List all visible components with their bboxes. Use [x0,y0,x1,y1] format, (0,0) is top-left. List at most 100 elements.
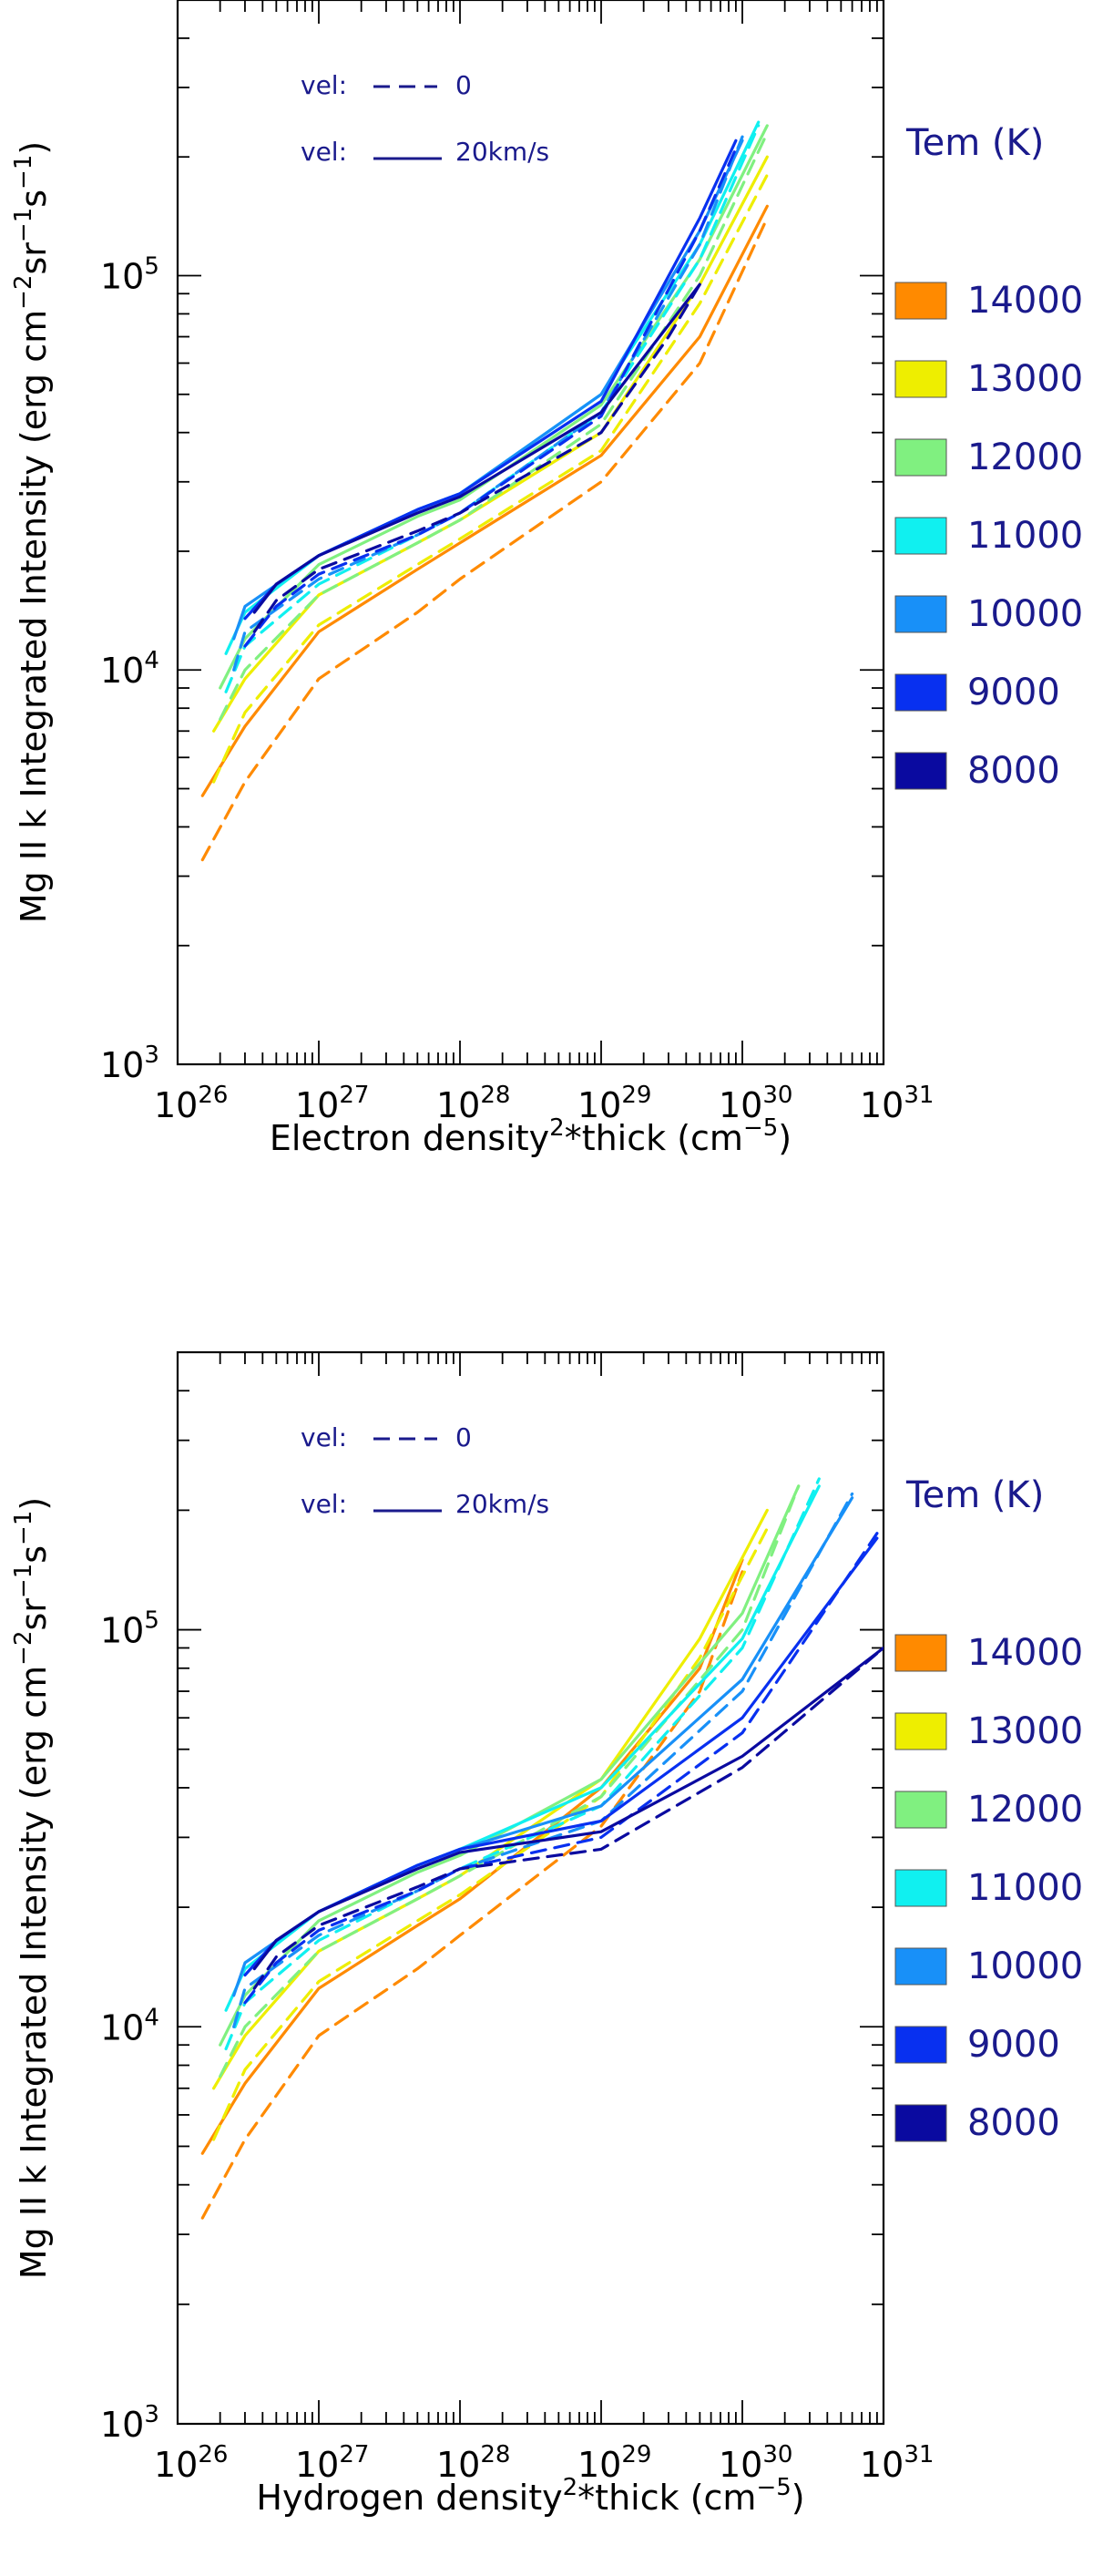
legend-swatch-8000 [894,752,947,790]
legend-swatch-14000 [894,282,947,320]
x-tick-base: 10 [154,1085,198,1125]
legend-swatch-13000 [894,1712,947,1750]
legend-label-13000: 13000 [967,358,1083,400]
y-tick-label: 104 [100,647,159,691]
x-tick-exponent: 31 [904,2441,934,2468]
plot-frame [176,0,885,1066]
legend-swatch-10000 [894,595,947,633]
y-tick-exponent: 5 [144,1607,159,1635]
y-axis-label-main: Mg II k Integrated Intensity (erg cm [14,310,54,923]
x-tick-label: 1030 [719,2441,792,2485]
y-tick-base: 10 [100,2007,144,2047]
series-13000-solid [212,155,769,733]
y-axis-label-sup2: −1 [10,208,37,242]
x-axis-label-close: ) [778,1118,792,1158]
series-12000-dashed [219,131,769,721]
series-14000-solid [200,204,769,797]
legend-label-11000: 11000 [967,515,1083,557]
y-tick-exponent: 4 [144,647,159,674]
series-9000-solid [243,139,738,621]
x-tick-label: 1026 [154,1082,228,1125]
x-tick-label: 1031 [860,1082,934,1125]
y-tick-base: 10 [100,2405,144,2445]
legend-label-9000: 9000 [967,672,1060,713]
series-8000-dashed [252,282,701,633]
series-8000-solid [252,282,701,614]
temperature-legend-title: Tem (K) [905,1474,1044,1516]
series-11000-dashed [224,124,761,693]
series-10000-dashed [232,135,744,672]
plot-frame [176,1350,885,2426]
legend-label-11000: 11000 [967,1867,1083,1909]
legend-swatch-14000 [894,1634,947,1672]
legend-label-13000: 13000 [967,1710,1083,1752]
x-tick-label: 1026 [154,2441,228,2485]
x-tick-exponent: 27 [339,1082,369,1109]
x-tick-base: 10 [719,1085,762,1125]
vel-legend-static-value: 0 [455,1422,472,1452]
chart-panel-1: 1026 1027 1028 1029 1030 1031103104105Electro… [10,0,1083,1158]
x-tick-base: 10 [295,1085,339,1125]
vel-legend-moving-prefix: vel: [301,137,347,167]
x-tick-base: 10 [295,2445,339,2485]
vel-legend-static-prefix: vel: [301,70,347,100]
x-axis-label: Electron density2*thick (cm−5) [270,1114,792,1158]
legend-swatch-10000 [894,1947,947,1986]
y-tick-exponent: 5 [144,252,159,280]
legend-swatch-11000 [894,517,947,555]
y-axis-label-sup1: −2 [10,275,37,310]
x-tick-exponent: 30 [762,1082,792,1109]
y-axis-label-main: Mg II k Integrated Intensity (erg cm [14,1666,54,2279]
legend-label-14000: 14000 [967,280,1083,322]
x-tick-exponent: 26 [198,2441,228,2468]
legend-label-12000: 12000 [967,1789,1083,1831]
legend-swatch-12000 [894,1791,947,1829]
x-axis-label-main: Electron density [270,1118,549,1158]
x-tick-exponent: 28 [480,1082,510,1109]
legend-swatch-8000 [894,2104,947,2142]
legend-label-14000: 14000 [967,1632,1083,1674]
series-10000-dashed [232,1492,854,2028]
x-tick-label: 1029 [577,1082,651,1125]
legend-swatch-11000 [894,1869,947,1907]
vel-legend-static-prefix: vel: [301,1422,347,1452]
y-tick-base: 10 [100,1045,144,1085]
series-lines [200,1477,884,2220]
x-tick-exponent: 26 [198,1082,228,1109]
legend-label-10000: 10000 [967,593,1083,635]
y-axis-label-end: s [14,1545,54,1564]
series-13000-solid [212,1508,769,2090]
x-tick-label: 1028 [436,1082,510,1125]
x-tick-label: 1027 [295,1082,369,1125]
legend-label-8000: 8000 [967,2102,1060,2144]
y-axis-label-close: ) [14,1497,54,1511]
x-tick-base: 10 [719,2445,762,2485]
y-tick-label: 103 [100,1042,159,1085]
x-axis-label-tail: *thick (cm [577,2478,756,2518]
x-axis-label-exp: −5 [756,2474,791,2501]
y-axis-label-close: ) [14,141,54,155]
legend-label-12000: 12000 [967,436,1083,478]
x-tick-exponent: 30 [762,2441,792,2468]
legend-label-9000: 9000 [967,2024,1060,2066]
x-tick-base: 10 [860,1085,904,1125]
series-12000-dashed [219,1484,801,2078]
x-tick-exponent: 31 [904,1082,934,1109]
x-tick-base: 10 [577,2445,621,2485]
y-tick-base: 10 [100,1611,144,1651]
y-axis-label-sup3: −1 [10,155,37,190]
y-tick-label: 104 [100,2004,159,2047]
y-tick-exponent: 3 [144,2401,159,2428]
series-14000-dashed [200,1570,744,2220]
legend-label-10000: 10000 [967,1945,1083,1987]
legend-swatch-12000 [894,438,947,477]
y-tick-label: 103 [100,2401,159,2445]
x-tick-exponent: 29 [621,2441,651,2468]
vel-legend-static-value: 0 [455,70,472,100]
legend-swatch-13000 [894,360,947,398]
x-tick-exponent: 28 [480,2441,510,2468]
series-8000-dashed [252,1646,884,1990]
x-tick-base: 10 [577,1085,621,1125]
series-9000-dashed [243,1532,879,2005]
